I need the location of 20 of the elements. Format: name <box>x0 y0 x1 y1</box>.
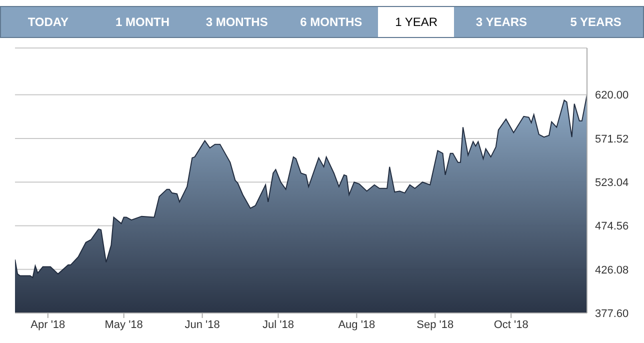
text: 5 YEARS <box>569 14 622 31</box>
text: 3 MONTHS <box>204 14 269 31</box>
x-tick-label: Apr '18 <box>30 318 66 331</box>
y-tick-label: 571.52 <box>595 133 629 146</box>
text: TODAY <box>26 14 70 31</box>
text: 6 MONTHS <box>299 14 364 31</box>
x-tick-label: Jul '18 <box>262 318 294 331</box>
y-tick-label: 426.08 <box>595 264 629 276</box>
x-tick-label: May '18 <box>104 318 143 331</box>
text: 3 YEARS <box>474 14 528 31</box>
text: 1 YEAR <box>378 7 454 37</box>
text: 1 MONTH <box>114 14 170 31</box>
x-tick-label: Oct '18 <box>494 318 528 331</box>
y-tick-label: 474.56 <box>595 220 629 233</box>
x-tick-label: Sep '18 <box>416 318 454 331</box>
y-tick-label: 523.04 <box>595 176 629 189</box>
x-tick-label: Jun '18 <box>184 318 220 331</box>
y-tick-label: 377.60 <box>595 308 629 320</box>
y-tick-label: 620.00 <box>595 90 629 102</box>
x-tick-label: Aug '18 <box>338 318 376 331</box>
